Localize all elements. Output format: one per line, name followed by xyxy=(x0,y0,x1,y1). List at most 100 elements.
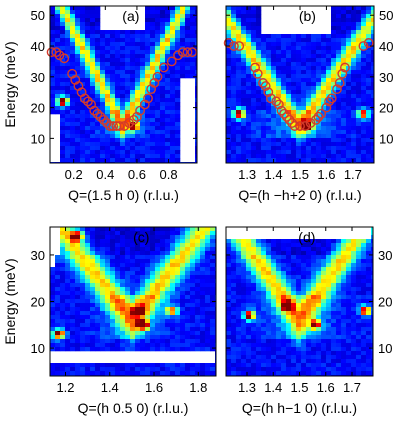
heatmap-cell xyxy=(105,110,111,115)
heatmap-cell xyxy=(326,74,332,79)
heatmap-cell xyxy=(241,335,247,340)
heatmap-cell xyxy=(266,50,272,55)
heatmap-cell xyxy=(276,283,282,288)
heatmap-cell xyxy=(341,275,347,280)
heatmap-cell xyxy=(336,347,342,352)
heatmap-cell xyxy=(175,158,181,163)
heatmap-cell xyxy=(55,323,61,328)
heatmap-cell xyxy=(346,122,352,127)
heatmap-cell xyxy=(165,130,171,135)
heatmap-cell xyxy=(321,46,327,51)
heatmap-cell xyxy=(140,138,146,143)
heatmap-cell xyxy=(135,283,141,288)
heatmap-cell xyxy=(75,46,81,51)
heatmap-cell xyxy=(296,138,302,143)
heatmap-cell xyxy=(125,138,131,143)
heatmap-cell xyxy=(231,150,237,155)
heatmap-cell xyxy=(190,247,196,252)
heatmap-cell xyxy=(256,251,262,256)
heatmap-cell xyxy=(291,130,297,135)
heatmap-cell xyxy=(306,118,312,123)
heatmap-cell xyxy=(261,303,267,308)
heatmap-cell xyxy=(85,231,91,236)
heatmap-cell xyxy=(190,271,196,276)
heatmap-cell xyxy=(175,283,181,288)
heatmap-cell xyxy=(251,58,257,63)
heatmap-cell xyxy=(75,227,81,232)
heatmap-cell xyxy=(200,323,206,328)
heatmap-cell xyxy=(170,275,176,280)
heatmap-cell xyxy=(231,90,237,95)
heatmap-cell xyxy=(326,54,332,59)
heatmap-cell xyxy=(371,114,375,119)
heatmap-cell xyxy=(125,82,131,87)
heatmap-cell xyxy=(236,66,242,71)
heatmap-cell xyxy=(160,154,166,159)
heatmap-cell xyxy=(170,243,176,248)
heatmap-cell xyxy=(80,283,86,288)
heatmap-cell xyxy=(276,287,282,292)
heatmap-cell xyxy=(160,58,166,63)
heatmap-cell xyxy=(276,110,282,115)
heatmap-cell xyxy=(291,323,297,328)
heatmap-cell xyxy=(271,299,277,304)
heatmap-cell xyxy=(160,327,166,332)
heatmap-cell xyxy=(366,371,372,376)
heatmap-cell xyxy=(135,86,141,91)
heatmap-cell xyxy=(100,66,106,71)
heatmap-cell xyxy=(85,343,91,348)
heatmap-cell xyxy=(120,331,126,336)
heatmap-cell xyxy=(120,118,126,123)
heatmap-cell xyxy=(321,58,327,63)
heatmap-cell xyxy=(135,287,141,292)
heatmap-cell xyxy=(241,110,247,115)
heatmap-cell xyxy=(366,14,372,19)
heatmap-cell xyxy=(150,279,156,284)
heatmap-cell xyxy=(291,74,297,79)
heatmap-cell xyxy=(261,102,267,107)
heatmap-cell xyxy=(246,291,252,296)
heatmap-cell xyxy=(205,291,211,296)
heatmap-cell xyxy=(130,263,136,268)
heatmap-cell xyxy=(321,371,327,376)
heatmap-cell xyxy=(296,315,302,320)
heatmap-cell xyxy=(150,307,156,312)
heatmap-cell xyxy=(231,22,237,27)
heatmap-cell xyxy=(135,263,141,268)
heatmap-cell xyxy=(281,267,287,272)
heatmap-cell xyxy=(190,291,196,296)
dispersion-point xyxy=(79,93,90,104)
heatmap-cell xyxy=(195,134,198,139)
heatmap-cell xyxy=(95,227,101,232)
heatmap-cell xyxy=(311,263,317,268)
heatmap-cell xyxy=(271,275,277,280)
heatmap-cell xyxy=(180,271,186,276)
heatmap-cell xyxy=(165,231,171,236)
heatmap-cell xyxy=(256,102,262,107)
heatmap-cell xyxy=(336,323,342,328)
heatmap-cell xyxy=(316,70,322,75)
heatmap-cell xyxy=(50,102,56,107)
heatmap-cell xyxy=(50,58,56,63)
heatmap-cell xyxy=(85,14,91,19)
heatmap-cell xyxy=(246,146,252,151)
heatmap-cell xyxy=(256,54,262,59)
heatmap-cell xyxy=(271,323,277,328)
heatmap-cell xyxy=(90,271,96,276)
heatmap-cell xyxy=(155,243,161,248)
heatmap-cell xyxy=(266,343,272,348)
heatmap-cell xyxy=(301,291,307,296)
heatmap-cell xyxy=(105,299,111,304)
heatmap-cell xyxy=(65,114,71,119)
heatmap-cell xyxy=(331,279,337,284)
panel-d-label: (d) xyxy=(298,229,315,245)
heatmap-cell xyxy=(356,335,362,340)
heatmap-cell xyxy=(361,102,367,107)
heatmap-cell xyxy=(155,98,161,103)
heatmap-cell xyxy=(256,158,262,163)
heatmap-cell xyxy=(246,331,252,336)
dispersion-point xyxy=(340,62,350,73)
heatmap-cell xyxy=(140,363,146,368)
heatmap-cell xyxy=(145,291,151,296)
heatmap-cell xyxy=(155,331,161,336)
